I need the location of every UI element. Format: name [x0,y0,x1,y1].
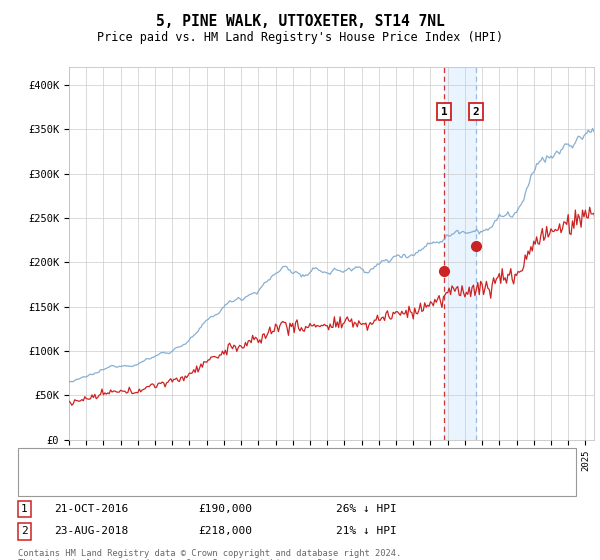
Text: 2: 2 [21,526,28,536]
Text: 1: 1 [21,504,28,514]
Text: 5, PINE WALK, UTTOXETER, ST14 7NL (detached house): 5, PINE WALK, UTTOXETER, ST14 7NL (detac… [59,457,371,467]
Text: 21-OCT-2016: 21-OCT-2016 [54,504,128,514]
Text: 23-AUG-2018: 23-AUG-2018 [54,526,128,536]
Text: 2: 2 [472,106,479,116]
Bar [444,67,476,440]
Text: 26% ↓ HPI: 26% ↓ HPI [336,504,397,514]
Text: £190,000: £190,000 [198,504,252,514]
Text: 21% ↓ HPI: 21% ↓ HPI [336,526,397,536]
Text: 1: 1 [441,106,448,116]
Text: Price paid vs. HM Land Registry's House Price Index (HPI): Price paid vs. HM Land Registry's House … [97,31,503,44]
Text: 5, PINE WALK, UTTOXETER, ST14 7NL: 5, PINE WALK, UTTOXETER, ST14 7NL [155,14,445,29]
Text: £218,000: £218,000 [198,526,252,536]
Text: HPI: Average price, detached house, East Staffordshire: HPI: Average price, detached house, East… [59,487,397,497]
Text: Contains HM Land Registry data © Crown copyright and database right 2024.
This d: Contains HM Land Registry data © Crown c… [18,549,401,560]
